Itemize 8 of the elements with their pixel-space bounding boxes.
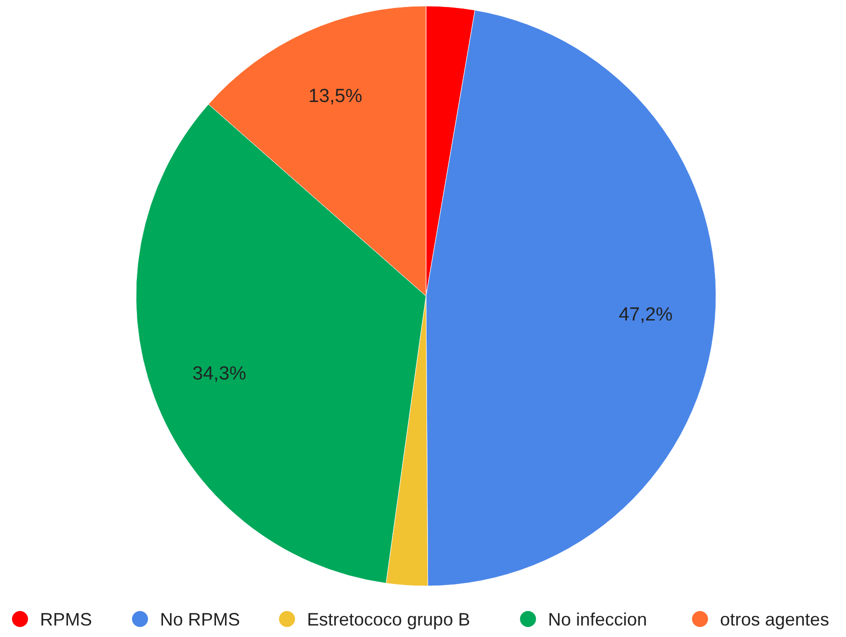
data-label: 47,2% xyxy=(618,304,673,326)
legend-label: Estretococo grupo B xyxy=(307,609,470,630)
legend-label: No infeccion xyxy=(548,609,648,630)
data-label: 13,5% xyxy=(308,86,362,107)
legend-label: otros agentes xyxy=(720,609,830,630)
data-label: 34,3% xyxy=(192,363,246,384)
legend-label: No RPMS xyxy=(160,609,240,630)
legend-label: RPMS xyxy=(40,609,92,630)
